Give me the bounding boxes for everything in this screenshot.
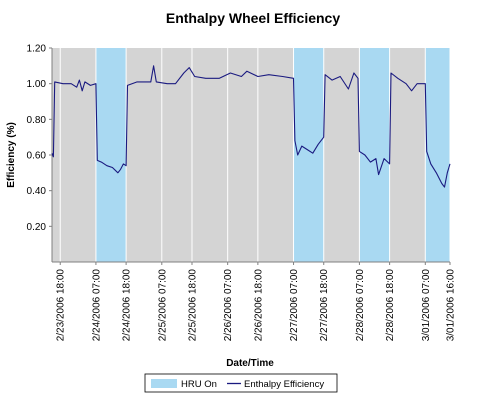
y-tick-label-4: 0.80 [27, 115, 47, 126]
x-tick-label-3: 2/24/2006 18:00 [122, 269, 133, 342]
x-tick-label-10: 2/28/2006 07:00 [355, 269, 366, 342]
y-tick-label-5: 1.00 [27, 79, 47, 90]
x-tick-label-13: 3/01/2006 16:00 [446, 269, 457, 342]
x-tick-label-6: 2/26/2006 07:00 [223, 269, 234, 342]
x-tick-label-8: 2/27/2006 07:00 [289, 269, 300, 342]
chart-title: Enthalpy Wheel Efficiency [166, 10, 340, 26]
legend-swatch-hru-on [151, 379, 177, 388]
y-tick-label-2: 0.40 [27, 186, 47, 197]
x-tick-label-5: 2/25/2006 18:00 [187, 269, 198, 342]
plot-area: 0.20 0.40 0.60 0.80 1.00 1.20 2/23/2006 18:00 2… [27, 44, 457, 342]
x-tick-label-7: 2/26/2006 18:00 [253, 269, 264, 342]
y-tick-label-1: 0.20 [27, 222, 47, 233]
x-tick-label-4: 2/25/2006 07:00 [157, 269, 168, 342]
y-axis-title: Efficiency (%) [6, 122, 17, 188]
legend-label-hru-on: HRU On [181, 379, 217, 390]
legend-label-enthalpy-efficiency: Enthalpy Efficiency [244, 379, 324, 390]
x-tick-label-1: 2/23/2006 18:00 [56, 269, 67, 342]
hru-on-band-2 [293, 48, 324, 262]
x-tick-label-2: 2/24/2006 07:00 [91, 269, 102, 342]
x-tick-label-11: 2/28/2006 18:00 [385, 269, 396, 342]
x-axis-title: Date/Time [226, 358, 274, 369]
hru-on-band-4 [425, 48, 450, 262]
y-tick-label-6: 1.20 [27, 44, 47, 55]
x-tick-label-12: 3/01/2006 07:00 [421, 269, 432, 342]
x-tick-label-9: 2/27/2006 18:00 [319, 269, 330, 342]
legend: HRU On Enthalpy Efficiency [144, 373, 338, 393]
hru-on-band-1 [95, 48, 127, 262]
y-tick-label-3: 0.60 [27, 151, 47, 162]
series-line-enthalpy-efficiency [51, 65, 451, 188]
